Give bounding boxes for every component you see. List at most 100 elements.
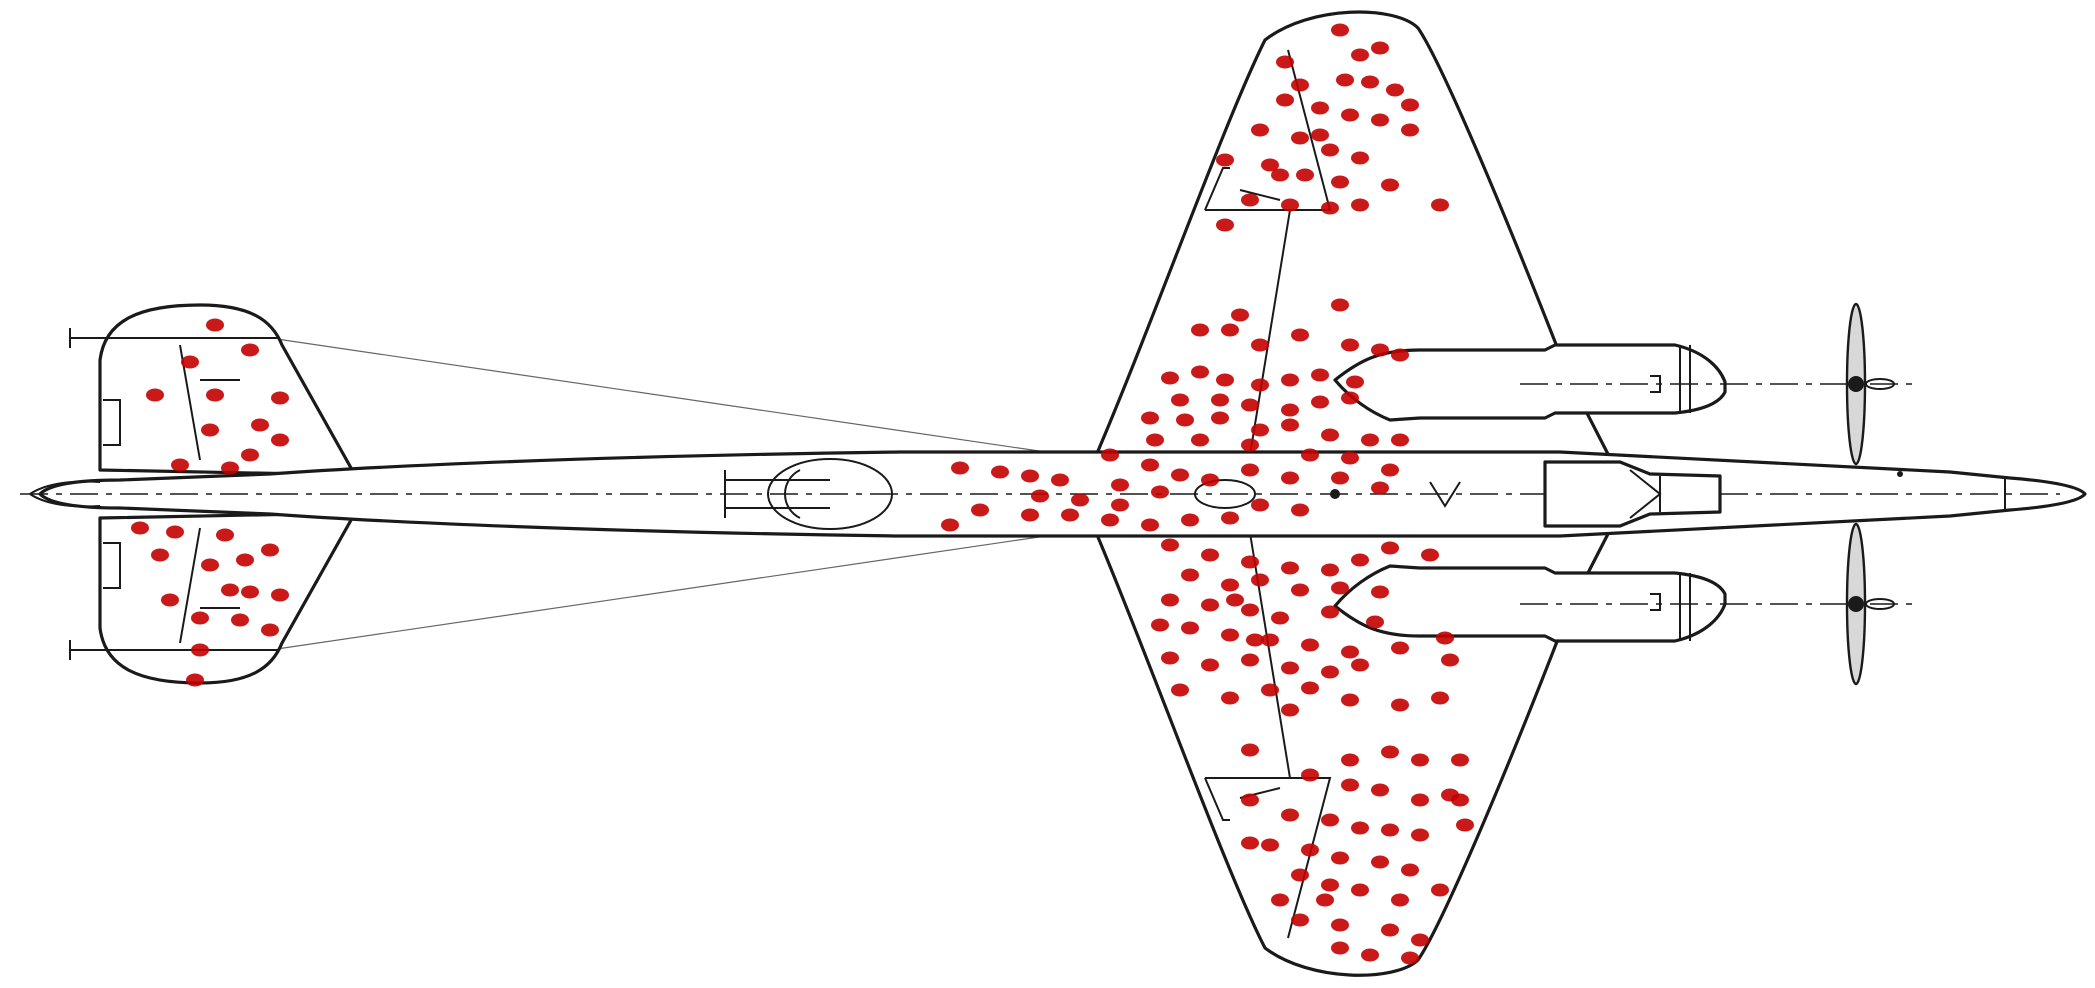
bullet-hole-marker	[1271, 893, 1289, 907]
bullet-hole-marker	[241, 585, 259, 599]
bullet-hole-marker	[131, 521, 149, 535]
bullet-hole-marker	[1351, 883, 1369, 897]
bullet-hole-marker	[1281, 661, 1299, 675]
bullet-hole-marker	[271, 433, 289, 447]
bullet-hole-marker	[1391, 698, 1409, 712]
prop-hub-upper	[1865, 378, 1895, 390]
bullet-hole-marker	[1211, 411, 1229, 425]
bullet-hole-marker	[1216, 218, 1234, 232]
bullet-hole-marker	[1336, 73, 1354, 87]
bullet-hole-marker	[1181, 568, 1199, 582]
prop-hub-lower	[1865, 598, 1895, 610]
bullet-hole-marker	[251, 418, 269, 432]
bullet-hole-marker	[1381, 178, 1399, 192]
cockpit-frame	[1629, 469, 1662, 519]
bullet-hole-marker	[1381, 923, 1399, 937]
bullet-hole-marker	[1456, 818, 1474, 832]
bullet-hole-marker	[186, 673, 204, 687]
bullet-hole-marker	[1341, 753, 1359, 767]
bullet-hole-marker	[1411, 828, 1429, 842]
bullet-hole-marker	[1351, 198, 1369, 212]
bullet-hole-marker	[1351, 553, 1369, 567]
bullet-hole-marker	[1191, 365, 1209, 379]
bullet-hole-marker	[1301, 448, 1319, 462]
bullet-hole-marker	[1371, 481, 1389, 495]
bullet-hole-marker	[1241, 398, 1259, 412]
antenna-mount	[1330, 489, 1340, 499]
bullet-hole-marker	[1151, 485, 1169, 499]
bullet-hole-marker	[1221, 628, 1239, 642]
bullet-hole-marker	[1226, 593, 1244, 607]
tail-fin-tip	[29, 480, 101, 508]
bullet-hole-marker	[1321, 428, 1339, 442]
bullet-hole-marker	[1371, 585, 1389, 599]
bullet-hole-marker	[1366, 615, 1384, 629]
bullet-hole-marker	[271, 391, 289, 405]
bullet-hole-marker	[1331, 23, 1349, 37]
bullet-hole-marker	[151, 548, 169, 562]
bullet-hole-marker	[221, 461, 239, 475]
bullet-hole-marker	[1176, 413, 1194, 427]
bullet-hole-marker	[1411, 933, 1429, 947]
bullet-hole-marker	[1141, 458, 1159, 472]
bullet-hole-marker	[1251, 378, 1269, 392]
bullet-hole-marker	[1251, 573, 1269, 587]
bullet-hole-marker	[1241, 793, 1259, 807]
bullet-hole-marker	[1401, 863, 1419, 877]
nose-marker	[1897, 471, 1903, 477]
tail-guide-line-bottom	[269, 527, 1101, 651]
bullet-hole-marker	[236, 553, 254, 567]
bullet-hole-marker	[1331, 941, 1349, 955]
tail-lower-details	[69, 527, 280, 660]
bullet-hole-marker	[1241, 743, 1259, 757]
bullet-hole-marker	[1331, 851, 1349, 865]
bullet-hole-marker	[1341, 338, 1359, 352]
bullet-hole-marker	[1371, 113, 1389, 127]
antenna-mast	[1429, 481, 1461, 508]
tail-upper-details	[69, 328, 280, 461]
bullet-hole-marker	[261, 623, 279, 637]
bullet-hole-marker	[1151, 618, 1169, 632]
bullet-hole-marker	[191, 611, 209, 625]
bullet-hole-marker	[1346, 375, 1364, 389]
bullet-hole-marker	[1146, 433, 1164, 447]
spinner-upper	[1848, 376, 1864, 392]
bullet-hole-marker	[1331, 581, 1349, 595]
bullet-hole-marker	[1181, 513, 1199, 527]
bullet-hole-marker	[1221, 578, 1239, 592]
bullet-hole-marker	[1386, 83, 1404, 97]
bullet-hole-marker	[1251, 498, 1269, 512]
bullet-hole-marker	[1271, 611, 1289, 625]
bullet-hole-marker	[1171, 393, 1189, 407]
wing-upper	[1093, 10, 1612, 460]
bullet-hole-marker	[1251, 338, 1269, 352]
bullet-hole-marker	[941, 518, 959, 532]
bullet-hole-marker	[1331, 175, 1349, 189]
bullet-hole-marker	[1321, 878, 1339, 892]
bullet-hole-marker	[1436, 631, 1454, 645]
bullet-hole-marker	[991, 465, 1009, 479]
bullet-hole-marker	[1351, 821, 1369, 835]
bullet-hole-marker	[261, 543, 279, 557]
bullet-hole-marker	[1331, 298, 1349, 312]
bullet-hole-marker	[1161, 651, 1179, 665]
bullet-hole-marker	[1401, 123, 1419, 137]
bullet-hole-marker	[1361, 948, 1379, 962]
bullet-hole-marker	[1281, 561, 1299, 575]
wing-lower	[1093, 528, 1612, 977]
bullet-hole-marker	[221, 583, 239, 597]
bullet-hole-marker	[1231, 308, 1249, 322]
bullet-hole-marker	[1391, 433, 1409, 447]
bullet-hole-marker	[1281, 373, 1299, 387]
bullet-hole-marker	[1371, 783, 1389, 797]
bullet-hole-marker	[1321, 201, 1339, 215]
bullet-hole-marker	[1291, 583, 1309, 597]
bullet-hole-marker	[1311, 395, 1329, 409]
bullet-hole-marker	[1381, 463, 1399, 477]
bullet-hole-marker	[1051, 473, 1069, 487]
bullet-hole-marker	[971, 503, 989, 517]
bullet-hole-marker	[1331, 471, 1349, 485]
bullet-hole-marker	[1211, 393, 1229, 407]
bullet-hole-marker	[1341, 391, 1359, 405]
